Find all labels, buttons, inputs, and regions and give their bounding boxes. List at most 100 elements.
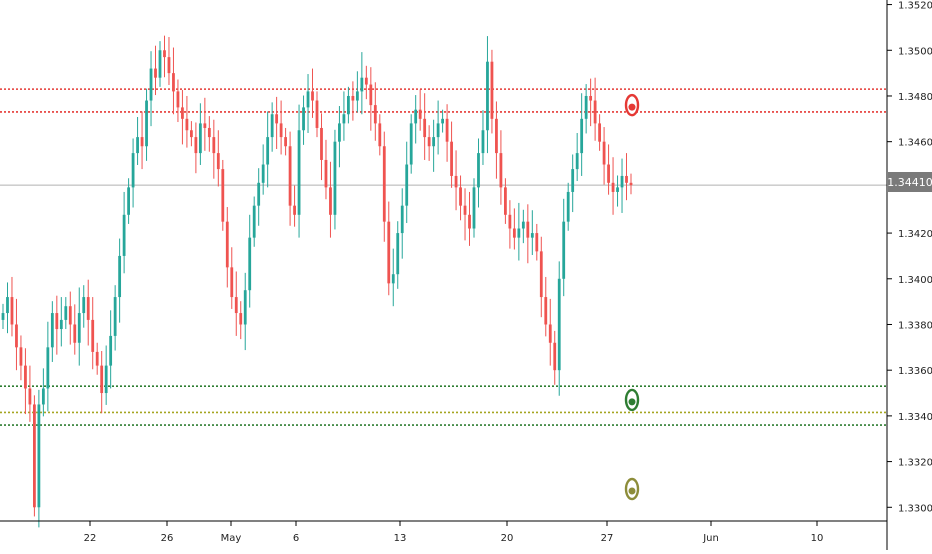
candle-body <box>212 137 216 154</box>
candle <box>59 297 63 347</box>
candle-body <box>149 68 153 101</box>
candle-body <box>28 388 32 405</box>
time-tick-label: 26 <box>161 533 174 544</box>
candle-body <box>347 95 350 115</box>
candle <box>593 77 597 141</box>
candle <box>194 122 198 174</box>
candle <box>234 271 238 336</box>
candle-body <box>306 91 310 108</box>
candle-body <box>181 107 184 119</box>
candle <box>288 131 292 226</box>
candle-body <box>239 313 243 325</box>
candle <box>391 248 395 307</box>
candle <box>19 335 23 381</box>
candle-body <box>136 137 139 154</box>
time-tick-label: 20 <box>501 533 514 544</box>
candle-body <box>391 274 395 284</box>
candle <box>602 127 606 185</box>
candle <box>508 200 512 249</box>
candle-body <box>396 233 400 275</box>
candle-body <box>508 214 512 229</box>
candle <box>629 173 633 195</box>
candle-body <box>530 233 534 238</box>
candle-body <box>95 351 99 366</box>
price-tick-label: 1.34200 <box>898 229 932 240</box>
price-tick-label: 1.33600 <box>898 366 932 377</box>
candle-body <box>234 297 238 314</box>
candle-body <box>373 105 377 124</box>
time-tick-label: 27 <box>601 533 614 544</box>
candle-body <box>302 107 305 131</box>
candle-body <box>203 123 207 128</box>
candle-body <box>427 137 431 147</box>
candle <box>113 285 117 351</box>
candle <box>100 350 104 414</box>
candle-body <box>477 153 480 188</box>
candle <box>571 154 575 213</box>
time-tick-label: Jun <box>702 533 719 544</box>
candle-body <box>113 297 117 336</box>
candle <box>320 113 323 181</box>
candle-body <box>91 319 95 352</box>
candle <box>230 247 234 309</box>
candle <box>490 49 494 134</box>
candle-body <box>535 233 539 252</box>
candle <box>91 297 95 370</box>
candle <box>127 178 130 224</box>
candle <box>293 185 296 227</box>
candle <box>185 95 189 148</box>
candle-body <box>194 137 198 154</box>
candle-body <box>521 221 525 229</box>
candle <box>266 111 270 188</box>
olive-target-marker[interactable] <box>624 477 640 501</box>
candle <box>459 175 462 221</box>
candle-body <box>261 164 265 183</box>
candle <box>625 153 628 201</box>
price-tick-label: 1.34600 <box>898 138 932 149</box>
candle-body <box>598 123 601 142</box>
candle-body <box>625 175 628 183</box>
candle-body <box>100 365 104 394</box>
candle-body <box>584 95 588 119</box>
candle <box>347 86 350 124</box>
candle <box>373 82 377 141</box>
candle <box>468 191 471 246</box>
price-tick-label: 1.34000 <box>898 275 932 286</box>
candle <box>212 119 216 179</box>
red-target-marker[interactable] <box>624 93 640 117</box>
candle <box>109 310 113 389</box>
candle-body <box>454 175 458 188</box>
candle <box>436 100 440 155</box>
candle <box>409 114 413 174</box>
candle-body <box>517 228 521 238</box>
price-axis[interactable]: 1.35200 1.35000 1.34800 1.34600 1.34200 1.340… <box>887 1 932 515</box>
candle-body <box>486 61 489 131</box>
candle <box>324 139 328 200</box>
candle-body <box>324 159 328 188</box>
candle <box>176 79 180 123</box>
candle-body <box>616 187 619 192</box>
candle-body <box>364 77 368 85</box>
time-axis[interactable]: 22 26 May 6 13 20 27 Jun 10 <box>84 521 824 544</box>
candle <box>145 88 148 161</box>
candle-body <box>593 100 597 124</box>
candle-body <box>207 127 211 138</box>
candle <box>575 132 579 181</box>
candle-body <box>414 109 418 124</box>
last-price-badge: 1.34410 <box>887 172 932 192</box>
candle-body <box>378 123 382 147</box>
candle-body <box>382 146 386 222</box>
candle-body <box>248 237 252 291</box>
candle-body <box>315 100 319 128</box>
candle <box>33 395 36 517</box>
candle <box>284 127 287 156</box>
candle <box>454 150 458 211</box>
green-target-marker[interactable] <box>624 388 640 412</box>
candle-body <box>284 137 287 147</box>
candle <box>405 141 409 224</box>
price-tick-label: 1.33400 <box>898 412 932 423</box>
candle-body <box>104 365 108 394</box>
candle <box>441 109 444 133</box>
